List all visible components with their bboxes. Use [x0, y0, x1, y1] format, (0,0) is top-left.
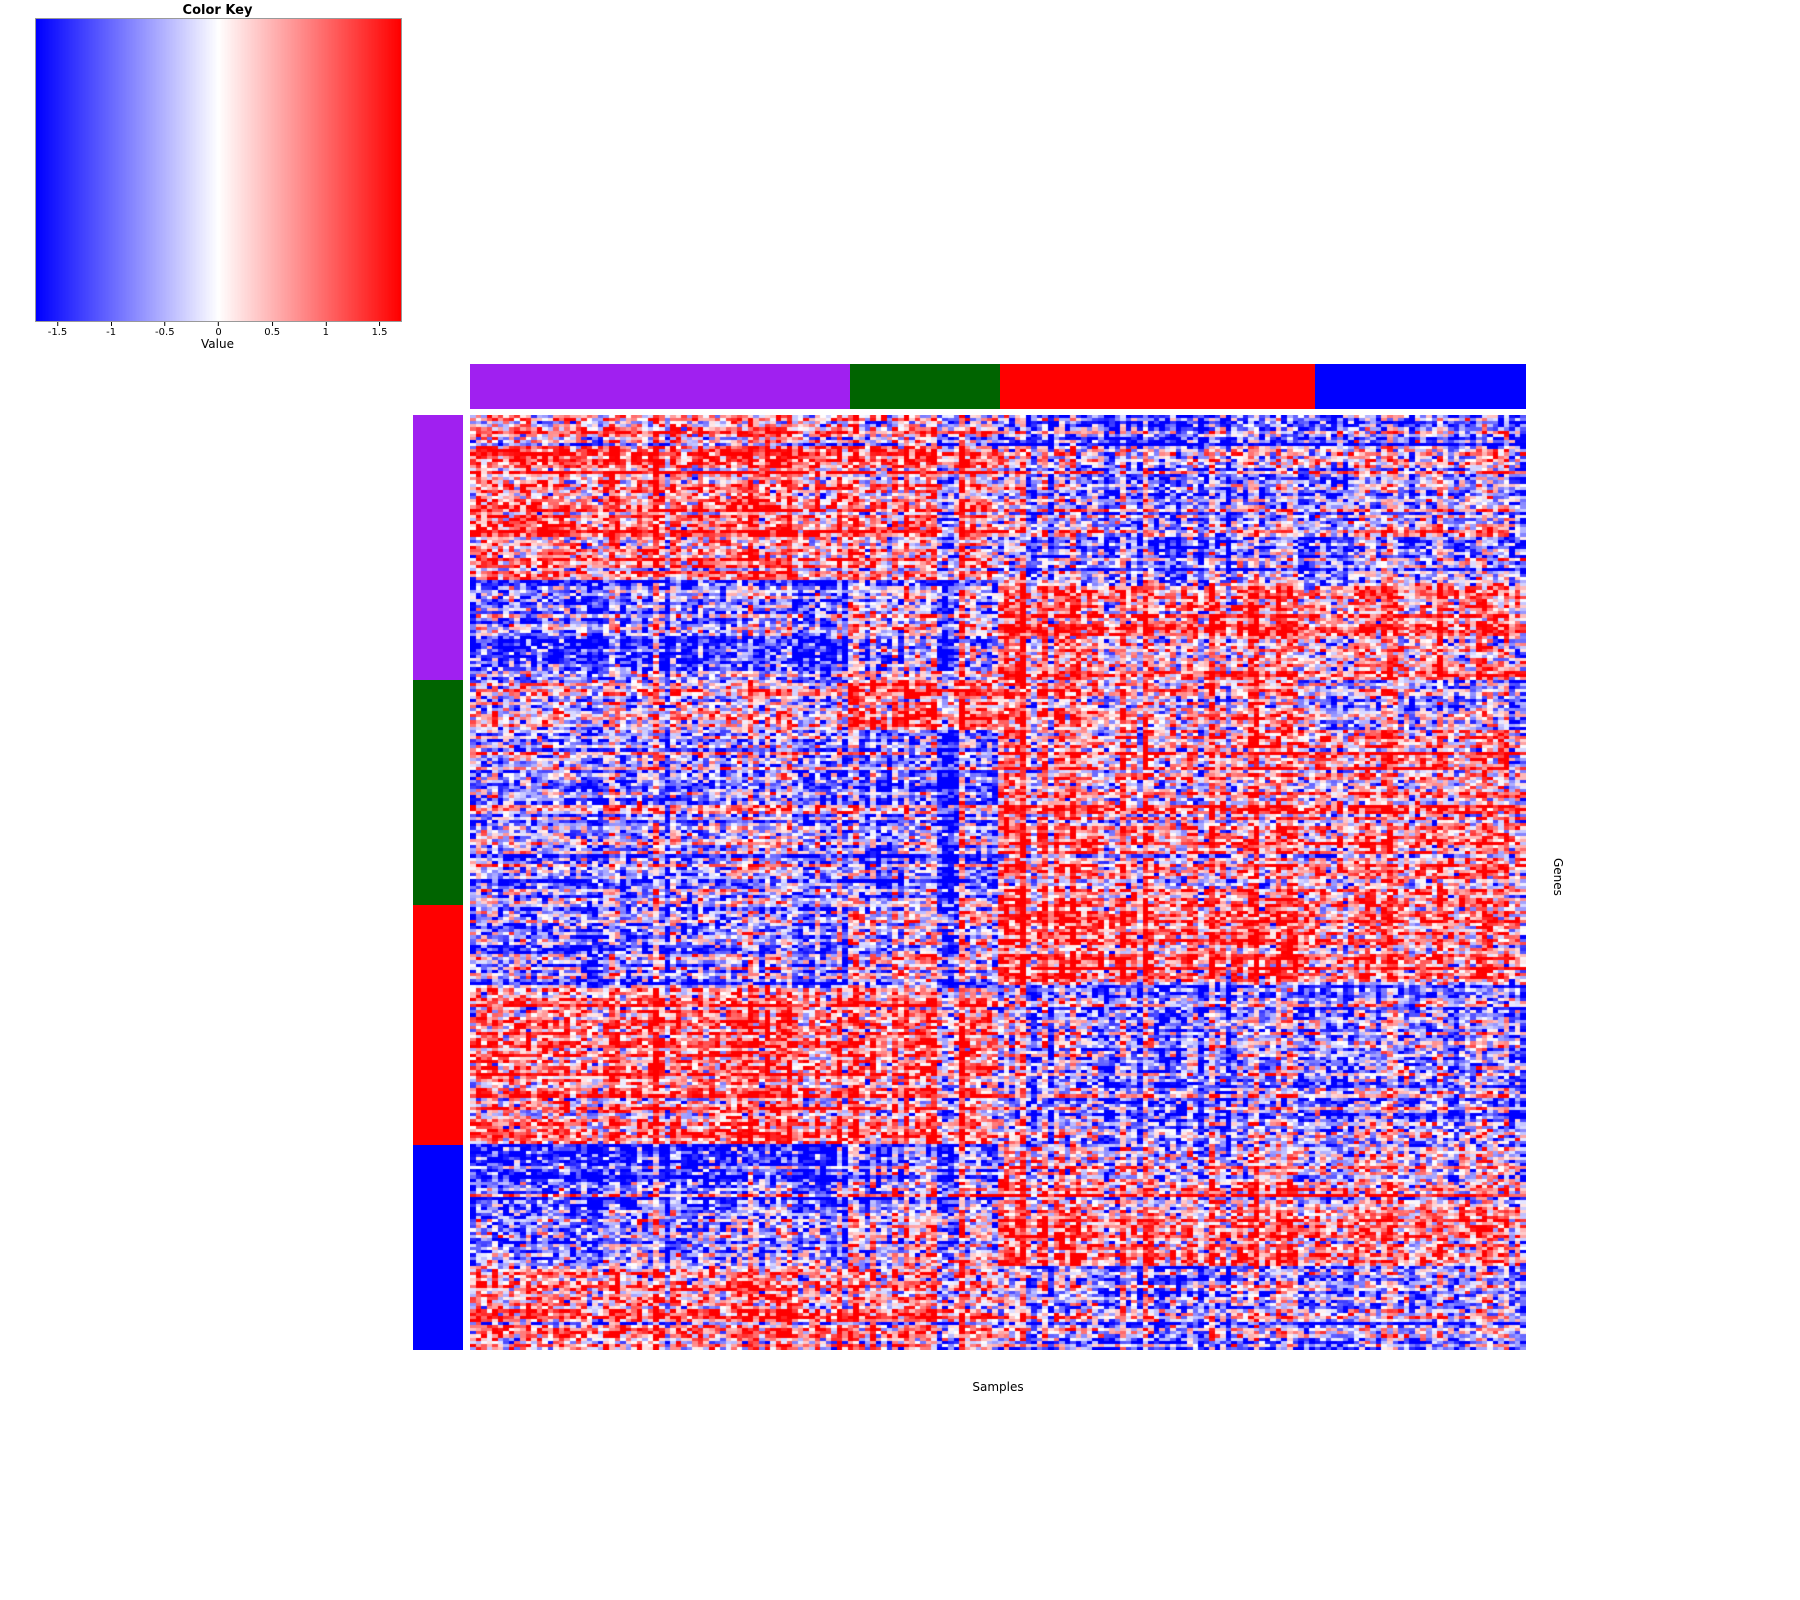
tick-label: 0.5 — [264, 327, 281, 338]
tick-mark — [110, 322, 112, 326]
tick-mark — [379, 322, 381, 326]
color-key-title: Color Key — [182, 3, 253, 18]
tick-mark — [218, 322, 219, 326]
color-key-tick: -0.5 — [155, 322, 175, 338]
sample-group-1-segment — [470, 364, 851, 409]
color-key-tick: -1.5 — [47, 322, 68, 338]
tick-label: 0 — [215, 327, 222, 338]
heatmap-canvas — [470, 415, 1526, 1350]
tick-label: -1 — [106, 327, 117, 338]
tick-label: 1 — [322, 327, 330, 338]
color-key-tick: -1 — [106, 322, 116, 338]
tick-label: -1.5 — [47, 327, 68, 338]
tick-mark — [56, 322, 58, 326]
gene-cluster-2-segment — [413, 679, 463, 905]
row-group-bar — [413, 415, 463, 1350]
gene-cluster-4-segment — [413, 1145, 463, 1350]
column-group-bar — [470, 364, 1526, 409]
color-key-tick: 0.5 — [264, 322, 280, 338]
color-key-ticks: -1.5 -1 -0.5 0 0.5 1 1.5 — [36, 322, 401, 342]
tick-mark — [271, 322, 273, 326]
sample-group-4-segment — [1314, 364, 1526, 409]
gene-cluster-3-segment — [413, 904, 463, 1146]
color-key-axis-label: Value — [201, 337, 234, 351]
samples-axis-label: Samples — [972, 1380, 1024, 1394]
color-key-gradient — [35, 18, 402, 322]
color-key-tick: 1 — [323, 322, 329, 338]
genes-axis-label: Genes — [1551, 858, 1565, 896]
tick-mark — [325, 322, 327, 326]
sample-group-2-segment — [850, 364, 1001, 409]
color-key-tick: 0 — [215, 322, 222, 338]
color-key-tick: 1.5 — [371, 322, 388, 338]
gene-cluster-1-segment — [413, 415, 463, 680]
sample-group-3-segment — [1000, 364, 1315, 409]
tick-label: -0.5 — [155, 327, 175, 338]
tick-mark — [164, 322, 166, 326]
tick-label: 1.5 — [371, 327, 388, 338]
